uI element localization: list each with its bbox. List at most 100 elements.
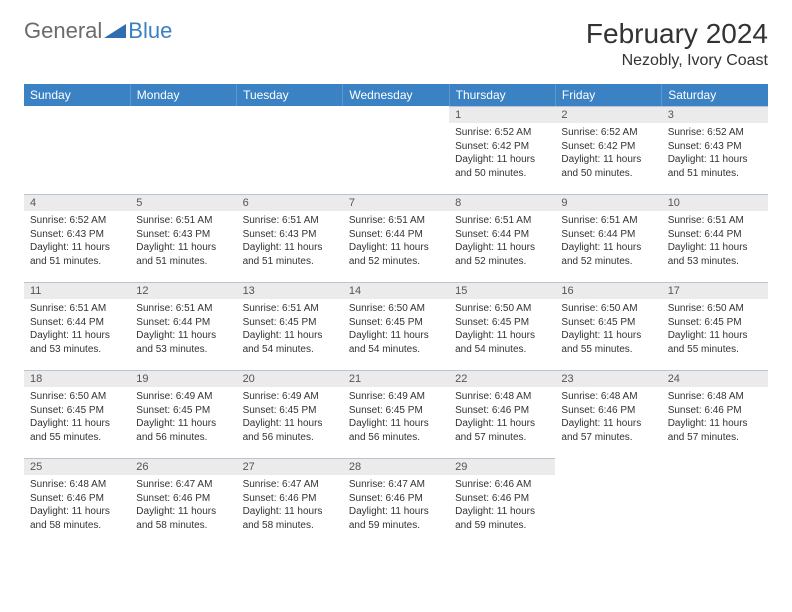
day-detail: Sunrise: 6:50 AMSunset: 6:45 PMDaylight:…: [662, 299, 768, 359]
day-detail: Sunrise: 6:48 AMSunset: 6:46 PMDaylight:…: [24, 475, 130, 535]
day-number: 13: [237, 282, 343, 299]
day-detail: Sunrise: 6:50 AMSunset: 6:45 PMDaylight:…: [343, 299, 449, 359]
day-number: 11: [24, 282, 130, 299]
calendar-day: [555, 458, 661, 546]
day-detail: Sunrise: 6:48 AMSunset: 6:46 PMDaylight:…: [449, 387, 555, 447]
day-number: 16: [555, 282, 661, 299]
logo-text-general: General: [24, 18, 102, 44]
calendar-day: 25Sunrise: 6:48 AMSunset: 6:46 PMDayligh…: [24, 458, 130, 546]
calendar-day: 6Sunrise: 6:51 AMSunset: 6:43 PMDaylight…: [237, 194, 343, 282]
calendar-day: 8Sunrise: 6:51 AMSunset: 6:44 PMDaylight…: [449, 194, 555, 282]
calendar-body: 1Sunrise: 6:52 AMSunset: 6:42 PMDaylight…: [24, 106, 768, 546]
calendar-day: 19Sunrise: 6:49 AMSunset: 6:45 PMDayligh…: [130, 370, 236, 458]
calendar-header: SundayMondayTuesdayWednesdayThursdayFrid…: [24, 84, 768, 106]
calendar-week: 25Sunrise: 6:48 AMSunset: 6:46 PMDayligh…: [24, 458, 768, 546]
calendar-day: [24, 106, 130, 194]
day-detail: Sunrise: 6:52 AMSunset: 6:43 PMDaylight:…: [662, 123, 768, 183]
weekday-header: Thursday: [449, 84, 555, 106]
day-detail: Sunrise: 6:51 AMSunset: 6:44 PMDaylight:…: [24, 299, 130, 359]
calendar-day: 14Sunrise: 6:50 AMSunset: 6:45 PMDayligh…: [343, 282, 449, 370]
calendar-day: 5Sunrise: 6:51 AMSunset: 6:43 PMDaylight…: [130, 194, 236, 282]
day-detail: Sunrise: 6:50 AMSunset: 6:45 PMDaylight:…: [449, 299, 555, 359]
day-number: 4: [24, 194, 130, 211]
weekday-header: Tuesday: [237, 84, 343, 106]
day-number: 15: [449, 282, 555, 299]
logo: General Blue: [24, 18, 172, 44]
day-detail: Sunrise: 6:48 AMSunset: 6:46 PMDaylight:…: [662, 387, 768, 447]
day-detail: Sunrise: 6:51 AMSunset: 6:44 PMDaylight:…: [662, 211, 768, 271]
calendar-day: [343, 106, 449, 194]
day-detail: Sunrise: 6:52 AMSunset: 6:42 PMDaylight:…: [449, 123, 555, 183]
calendar-week: 11Sunrise: 6:51 AMSunset: 6:44 PMDayligh…: [24, 282, 768, 370]
day-detail: Sunrise: 6:51 AMSunset: 6:45 PMDaylight:…: [237, 299, 343, 359]
day-number: 17: [662, 282, 768, 299]
day-number: 9: [555, 194, 661, 211]
calendar-day: 11Sunrise: 6:51 AMSunset: 6:44 PMDayligh…: [24, 282, 130, 370]
day-number: 3: [662, 106, 768, 123]
day-detail: Sunrise: 6:49 AMSunset: 6:45 PMDaylight:…: [130, 387, 236, 447]
day-number: 7: [343, 194, 449, 211]
calendar-day: 13Sunrise: 6:51 AMSunset: 6:45 PMDayligh…: [237, 282, 343, 370]
header: General Blue February 2024 Nezobly, Ivor…: [24, 18, 768, 70]
day-detail: Sunrise: 6:48 AMSunset: 6:46 PMDaylight:…: [555, 387, 661, 447]
day-number: 28: [343, 458, 449, 475]
day-detail: Sunrise: 6:51 AMSunset: 6:43 PMDaylight:…: [130, 211, 236, 271]
day-number: 6: [237, 194, 343, 211]
weekday-header: Saturday: [662, 84, 768, 106]
calendar-day: 10Sunrise: 6:51 AMSunset: 6:44 PMDayligh…: [662, 194, 768, 282]
calendar-day: [130, 106, 236, 194]
calendar-day: 28Sunrise: 6:47 AMSunset: 6:46 PMDayligh…: [343, 458, 449, 546]
day-number: 25: [24, 458, 130, 475]
day-detail: Sunrise: 6:51 AMSunset: 6:44 PMDaylight:…: [555, 211, 661, 271]
calendar-day: 27Sunrise: 6:47 AMSunset: 6:46 PMDayligh…: [237, 458, 343, 546]
day-detail: Sunrise: 6:46 AMSunset: 6:46 PMDaylight:…: [449, 475, 555, 535]
logo-text-blue: Blue: [128, 18, 172, 44]
day-number: 29: [449, 458, 555, 475]
day-detail: Sunrise: 6:52 AMSunset: 6:42 PMDaylight:…: [555, 123, 661, 183]
day-detail: Sunrise: 6:49 AMSunset: 6:45 PMDaylight:…: [343, 387, 449, 447]
day-number: 23: [555, 370, 661, 387]
calendar-day: 2Sunrise: 6:52 AMSunset: 6:42 PMDaylight…: [555, 106, 661, 194]
calendar-day: [237, 106, 343, 194]
day-number: 1: [449, 106, 555, 123]
calendar-day: 7Sunrise: 6:51 AMSunset: 6:44 PMDaylight…: [343, 194, 449, 282]
calendar-day: 21Sunrise: 6:49 AMSunset: 6:45 PMDayligh…: [343, 370, 449, 458]
day-number: 12: [130, 282, 236, 299]
calendar-week: 4Sunrise: 6:52 AMSunset: 6:43 PMDaylight…: [24, 194, 768, 282]
day-detail: Sunrise: 6:50 AMSunset: 6:45 PMDaylight:…: [555, 299, 661, 359]
calendar-day: 23Sunrise: 6:48 AMSunset: 6:46 PMDayligh…: [555, 370, 661, 458]
calendar-day: 9Sunrise: 6:51 AMSunset: 6:44 PMDaylight…: [555, 194, 661, 282]
day-detail: Sunrise: 6:51 AMSunset: 6:44 PMDaylight:…: [130, 299, 236, 359]
day-number: 8: [449, 194, 555, 211]
calendar-day: 16Sunrise: 6:50 AMSunset: 6:45 PMDayligh…: [555, 282, 661, 370]
day-number: 2: [555, 106, 661, 123]
weekday-header: Wednesday: [343, 84, 449, 106]
location: Nezobly, Ivory Coast: [586, 52, 768, 70]
weekday-header: Sunday: [24, 84, 130, 106]
page-title: February 2024: [586, 18, 768, 50]
day-detail: Sunrise: 6:50 AMSunset: 6:45 PMDaylight:…: [24, 387, 130, 447]
day-number: 14: [343, 282, 449, 299]
weekday-header: Monday: [130, 84, 236, 106]
calendar-day: 12Sunrise: 6:51 AMSunset: 6:44 PMDayligh…: [130, 282, 236, 370]
calendar-day: 1Sunrise: 6:52 AMSunset: 6:42 PMDaylight…: [449, 106, 555, 194]
calendar-day: 3Sunrise: 6:52 AMSunset: 6:43 PMDaylight…: [662, 106, 768, 194]
calendar-table: SundayMondayTuesdayWednesdayThursdayFrid…: [24, 84, 768, 546]
day-number: 18: [24, 370, 130, 387]
day-detail: Sunrise: 6:47 AMSunset: 6:46 PMDaylight:…: [343, 475, 449, 535]
calendar-week: 1Sunrise: 6:52 AMSunset: 6:42 PMDaylight…: [24, 106, 768, 194]
day-number: 26: [130, 458, 236, 475]
day-detail: Sunrise: 6:52 AMSunset: 6:43 PMDaylight:…: [24, 211, 130, 271]
calendar-day: 15Sunrise: 6:50 AMSunset: 6:45 PMDayligh…: [449, 282, 555, 370]
day-number: 27: [237, 458, 343, 475]
title-block: February 2024 Nezobly, Ivory Coast: [586, 18, 768, 70]
calendar-day: 24Sunrise: 6:48 AMSunset: 6:46 PMDayligh…: [662, 370, 768, 458]
calendar-day: 17Sunrise: 6:50 AMSunset: 6:45 PMDayligh…: [662, 282, 768, 370]
day-number: 22: [449, 370, 555, 387]
calendar-day: 4Sunrise: 6:52 AMSunset: 6:43 PMDaylight…: [24, 194, 130, 282]
calendar-day: 26Sunrise: 6:47 AMSunset: 6:46 PMDayligh…: [130, 458, 236, 546]
day-number: 20: [237, 370, 343, 387]
day-number: 21: [343, 370, 449, 387]
weekday-header: Friday: [555, 84, 661, 106]
day-number: 10: [662, 194, 768, 211]
